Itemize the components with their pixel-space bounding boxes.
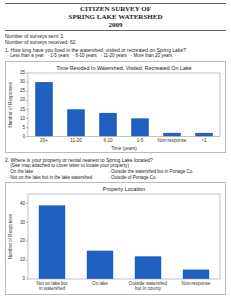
x-tick-label: Not on lake butin watershed [37, 281, 69, 292]
x-tick-label: 20+ [40, 138, 48, 143]
x-tick-label-line: <1 [201, 138, 207, 143]
x-tick-label-line: On lake [92, 281, 108, 286]
question: 2. Where is your property or rental near… [5, 157, 226, 163]
x-tick-label-line: 6-10 [103, 138, 113, 143]
y-tick-label: 35 [20, 70, 26, 75]
answer-option: ◦ Outside the watershed but in Portage C… [104, 169, 226, 175]
answer-options: ◦ Less than a year ◦ 1-5 years ◦ 6-10 ye… [5, 53, 226, 59]
x-tick-label-line: 20+ [40, 138, 48, 143]
y-tick-label: 20 [20, 239, 26, 244]
bar [67, 109, 85, 136]
x-tick-label-line: Outside watershed [129, 281, 168, 286]
x-tick-label: 6-10 [103, 138, 113, 143]
bar [87, 251, 113, 279]
question-note: (See map attached to cover letter to loc… [5, 163, 226, 169]
plot-frame [28, 194, 220, 279]
x-tick-label-line: Non-response [158, 138, 187, 143]
title-block: CITIZEN SURVEY OFSPRING LAKE WATERSHED20… [5, 3, 226, 31]
x-tick-label-line: 1-5 [137, 138, 144, 143]
chart-title: Time Resided In Watershed, Visited, Recr… [56, 65, 191, 71]
y-axis-label: Number of Responses [8, 81, 13, 127]
bar [183, 270, 209, 279]
x-tick-label: 1-5 [137, 138, 144, 143]
bar [35, 82, 53, 136]
x-tick-label: <1 [201, 138, 207, 143]
x-tick-label: On lake [92, 281, 108, 286]
x-tick-label: Non-response [158, 138, 187, 143]
bar-chart: Time Resided In Watershed, Visited, Recr… [6, 62, 225, 152]
y-tick-label: 0 [22, 134, 25, 139]
y-tick-label: 30 [20, 220, 26, 225]
x-tick-label-line: Non-response [182, 281, 211, 286]
page-title: CITIZEN SURVEY OF [5, 5, 226, 13]
plot-frame [28, 73, 220, 137]
answer-option: ◦ On the lake [5, 169, 104, 175]
bar [163, 133, 181, 137]
answer-options: ◦ On the lake ◦ Outside the watershed bu… [5, 169, 226, 180]
x-tick-label-line: in watershed [39, 286, 65, 291]
x-tick-label-line: 11-20 [70, 138, 82, 143]
y-tick-label: 20 [20, 97, 26, 102]
y-tick-label: 40 [20, 201, 26, 206]
bar [195, 133, 213, 137]
y-axis-label: Number of Responses [8, 213, 13, 259]
chart-box: Property Location Number of Responses 0 10 2… [5, 182, 226, 295]
page-title: 2009 [5, 21, 226, 29]
x-axis-label: Time (years) [111, 146, 137, 151]
bar [99, 113, 117, 137]
y-tick-label: 10 [20, 258, 26, 263]
page: CITIZEN SURVEY OFSPRING LAKE WATERSHED20… [0, 0, 231, 300]
answer-option: ◦ Outside of Portage Co. [104, 175, 226, 181]
bar [135, 257, 161, 280]
header-info: Number of surveys sent: 1 [5, 33, 226, 39]
bar-chart: Property Location Number of Responses 0 10 2… [6, 183, 225, 293]
y-tick-label: 10 [20, 116, 26, 121]
x-tick-label: 11-20 [70, 138, 82, 143]
bar [131, 118, 149, 136]
x-tick-label: Outside watershedbut in county [129, 281, 168, 292]
y-tick-label: 25 [20, 88, 26, 93]
y-tick-label: 30 [20, 79, 26, 84]
y-tick-label: 15 [20, 107, 26, 112]
x-tick-label-line: but in county [135, 286, 162, 291]
bars [35, 82, 213, 136]
chart-title: Property Location [103, 186, 145, 192]
page-title: SPRING LAKE WATERSHED [5, 13, 226, 21]
header-info: Number of surveys received: 62 [5, 39, 226, 45]
answer-option: ◦ Not on the lake but in the lake waters… [5, 175, 104, 181]
question: 1. How long have you lived in the waters… [5, 47, 226, 53]
chart-box: Time Resided In Watershed, Visited, Recr… [5, 61, 226, 153]
x-tick-label-line: Not on lake but [37, 281, 69, 286]
bars [39, 206, 209, 280]
bar [39, 206, 65, 280]
x-tick-label: Non-response [182, 281, 211, 286]
y-tick-label: 5 [22, 125, 25, 130]
y-tick-label: 0 [22, 277, 25, 282]
